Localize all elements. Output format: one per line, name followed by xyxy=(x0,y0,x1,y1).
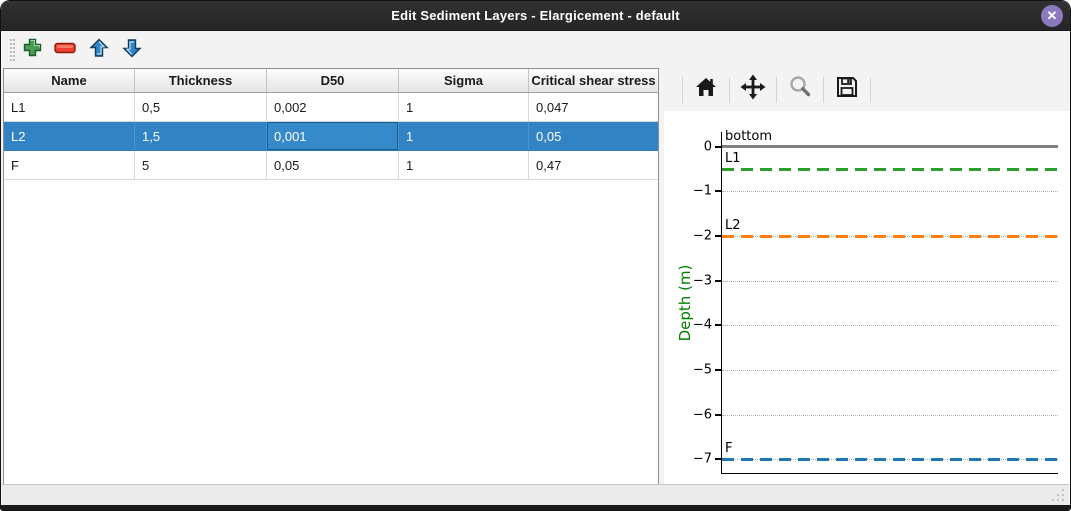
gridline xyxy=(722,414,1058,416)
resize-grip[interactable] xyxy=(1052,489,1064,501)
home-icon xyxy=(694,75,718,104)
table-cell[interactable]: 0,47 xyxy=(536,157,562,173)
column-header[interactable]: Thickness xyxy=(135,69,267,92)
plot-navigation-toolbar xyxy=(664,68,1070,111)
gridline xyxy=(722,280,1058,282)
layer-line-bottom xyxy=(722,145,1058,149)
arrow-down-icon xyxy=(122,38,142,63)
save-figure-button[interactable] xyxy=(832,75,862,105)
table-cell[interactable]: 0,001 xyxy=(267,122,399,150)
y-tick-label: −3 xyxy=(692,273,712,289)
table-cell[interactable]: 0,047 xyxy=(536,99,569,115)
table-cell[interactable]: 1,5 xyxy=(135,122,267,150)
y-tick-mark xyxy=(715,145,722,148)
table-cell[interactable]: 1 xyxy=(399,122,529,150)
y-tick-label: −1 xyxy=(692,183,712,199)
table-cell[interactable]: 1 xyxy=(399,93,529,121)
depth-chart-panel: Depth (m) 0 −1 −2 −3 −4 −5 −6 −7 bottom L1 L2 F xyxy=(664,68,1070,486)
plus-icon xyxy=(23,38,42,62)
column-header[interactable]: Sigma xyxy=(399,69,529,92)
column-header[interactable]: Critical shear stress xyxy=(531,73,656,88)
y-tick-label: −5 xyxy=(692,362,712,378)
move-layer-up-button[interactable] xyxy=(85,36,113,64)
y-tick-mark xyxy=(715,458,722,461)
minus-icon xyxy=(54,41,76,59)
table-cell[interactable]: 1 xyxy=(399,151,529,179)
y-tick-mark xyxy=(715,279,722,282)
plot-area: 0 −1 −2 −3 −4 −5 −6 −7 bottom L1 L2 F xyxy=(693,128,1058,474)
toolbar-separator xyxy=(823,76,824,103)
status-bar xyxy=(2,484,1069,505)
add-layer-button[interactable] xyxy=(18,36,46,64)
layer-label-F: F xyxy=(725,441,733,457)
gridline xyxy=(722,325,1058,327)
remove-layer-button[interactable] xyxy=(51,36,79,64)
table-cell[interactable]: L1 xyxy=(4,93,135,121)
close-button[interactable]: ✕ xyxy=(1041,5,1063,27)
toolbar-separator xyxy=(776,76,777,103)
depth-figure: Depth (m) 0 −1 −2 −3 −4 −5 −6 −7 bottom L1 L2 F xyxy=(664,111,1070,486)
window-bottom-edge xyxy=(1,505,1070,510)
toolbar-drag-handle[interactable] xyxy=(10,39,15,61)
table-body: L1 0,5 0,002 1 0,047 L2 1,5 0,001 1 0,05 F 5 0,05 1 0,… xyxy=(4,93,658,180)
layer-label-bottom: bottom xyxy=(725,128,773,144)
table-cell[interactable]: 0,05 xyxy=(267,151,399,179)
layers-toolbar xyxy=(2,32,1069,68)
titlebar[interactable]: Edit Sediment Layers - Elargicement - de… xyxy=(1,1,1070,31)
table-row[interactable]: F 5 0,05 1 0,47 xyxy=(4,151,658,180)
y-tick-label: −7 xyxy=(692,451,712,467)
table-cell[interactable]: F xyxy=(4,151,135,179)
y-tick-mark xyxy=(715,368,722,371)
layer-line-L2 xyxy=(722,234,1058,238)
zoom-button[interactable] xyxy=(785,75,815,105)
layer-label-L2: L2 xyxy=(725,218,741,234)
layer-label-L1: L1 xyxy=(725,151,741,167)
table-header: Name Thickness D50 Sigma Critical shear stre… xyxy=(4,69,658,93)
layer-line-F xyxy=(722,457,1058,461)
y-tick-mark xyxy=(715,324,722,327)
table-cell[interactable]: 0,05 xyxy=(536,128,562,144)
layer-line-L1 xyxy=(722,167,1058,171)
sediment-layers-table: Name Thickness D50 Sigma Critical shear stre… xyxy=(3,68,659,486)
toolbar-separator xyxy=(682,76,683,103)
y-tick-mark xyxy=(715,413,722,416)
y-tick-label: 0 xyxy=(703,139,712,155)
pan-button[interactable] xyxy=(738,74,768,105)
save-floppy-icon xyxy=(835,75,859,104)
table-row[interactable]: L2 1,5 0,001 1 0,05 xyxy=(4,122,658,151)
y-tick-label: −6 xyxy=(692,407,712,423)
move-layer-down-button[interactable] xyxy=(118,36,146,64)
y-tick-mark xyxy=(715,190,722,193)
gridline xyxy=(722,369,1058,371)
toolbar-separator xyxy=(729,76,730,103)
table-cell[interactable]: 0,002 xyxy=(267,93,399,121)
y-tick-mark xyxy=(715,235,722,238)
y-tick-label: −2 xyxy=(692,228,712,244)
table-cell[interactable]: 5 xyxy=(135,151,267,179)
table-cell[interactable]: L2 xyxy=(4,122,135,150)
pan-move-icon xyxy=(740,74,766,105)
window-title: Edit Sediment Layers - Elargicement - de… xyxy=(391,8,680,23)
gridline xyxy=(722,191,1058,193)
column-header[interactable]: D50 xyxy=(267,69,399,92)
arrow-up-icon xyxy=(89,38,109,63)
table-cell[interactable]: 0,5 xyxy=(135,93,267,121)
column-header[interactable]: Name xyxy=(4,69,135,92)
y-tick-label: −4 xyxy=(692,317,712,333)
close-icon: ✕ xyxy=(1046,8,1058,23)
toolbar-separator xyxy=(870,76,871,103)
magnifier-icon xyxy=(788,75,812,104)
home-button[interactable] xyxy=(691,75,721,105)
table-row[interactable]: L1 0,5 0,002 1 0,047 xyxy=(4,93,658,122)
panel-splitter[interactable] xyxy=(660,68,664,486)
y-axis-label: Depth (m) xyxy=(676,264,694,342)
